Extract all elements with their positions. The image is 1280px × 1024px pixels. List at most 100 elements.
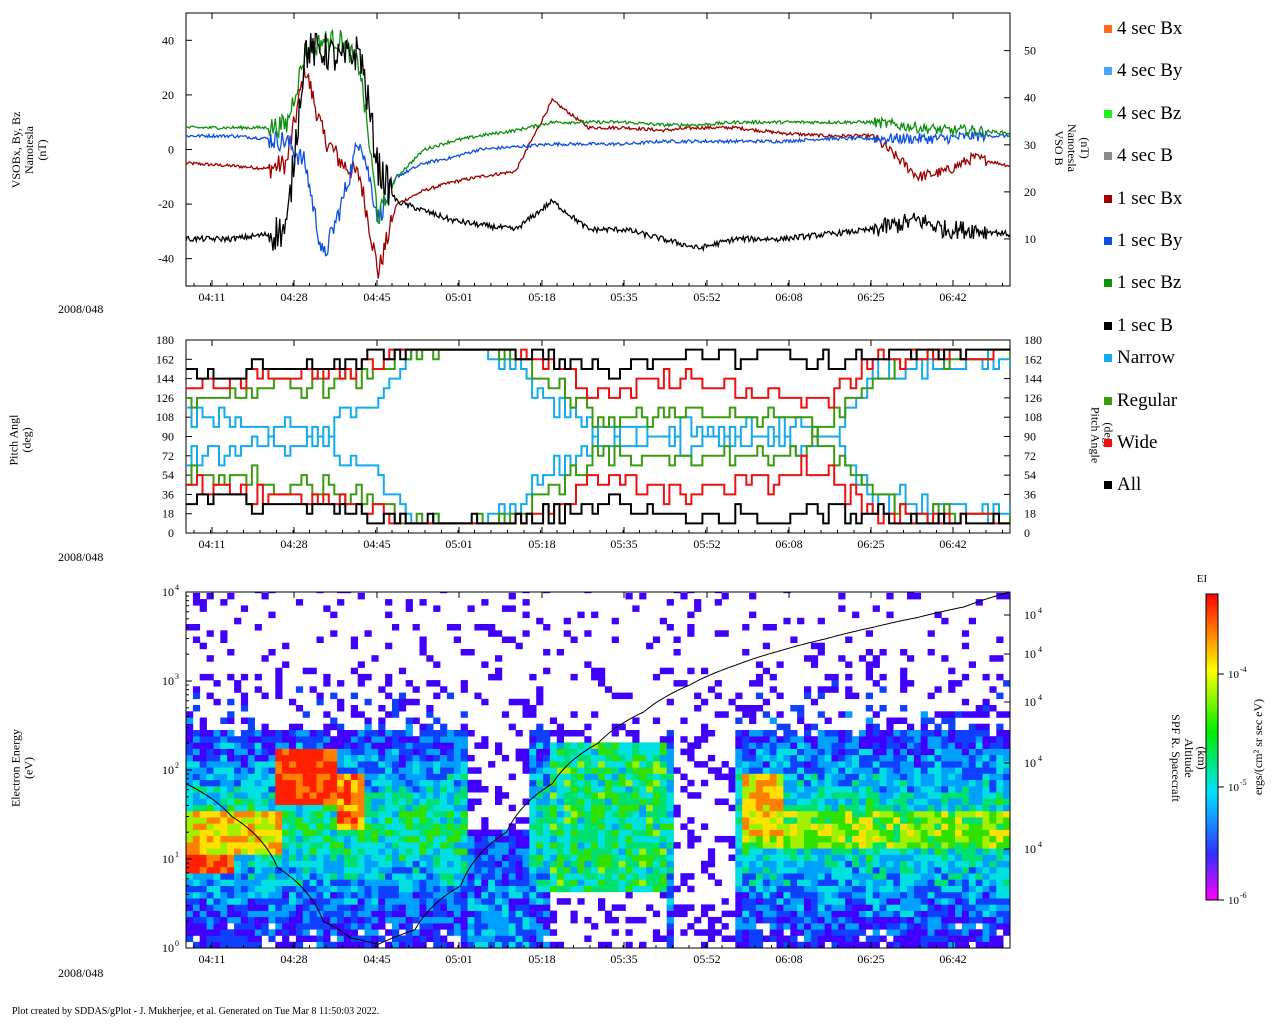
- spec-cell: [817, 736, 825, 743]
- spec-cell: [378, 786, 386, 793]
- spec-cell: [810, 923, 819, 930]
- spec-cell: [714, 835, 722, 843]
- spec-cell: [783, 941, 791, 948]
- spec-cell: [467, 848, 475, 855]
- spec-cell: [515, 848, 523, 855]
- spec-cell: [913, 929, 922, 936]
- spec-cell: [639, 761, 647, 768]
- spec-cell: [776, 798, 784, 805]
- spec-cell: [790, 923, 798, 930]
- spec-cell: [790, 848, 798, 855]
- spec-cell: [790, 916, 798, 924]
- spec-cell: [289, 929, 297, 936]
- spec-cell: [282, 810, 290, 818]
- spec-cell: [769, 935, 777, 942]
- spec-cell: [234, 873, 242, 880]
- spec-cell: [522, 798, 530, 805]
- spec-cell: [220, 630, 228, 637]
- spec-cell: [302, 904, 310, 911]
- spec-cell: [536, 885, 544, 893]
- spec-cell: [392, 848, 400, 855]
- spec-cell: [371, 842, 379, 849]
- spec-cell: [309, 754, 317, 762]
- spec-cell: [227, 804, 235, 812]
- spec-cell: [488, 630, 496, 637]
- spec-cell: [522, 630, 530, 637]
- spec-cell: [783, 867, 791, 874]
- spec-cell: [227, 698, 235, 706]
- spec-cell: [968, 842, 976, 849]
- spec-cell: [522, 611, 530, 619]
- spec-cell: [398, 754, 407, 762]
- spec-cell: [474, 742, 482, 749]
- spec-cell: [419, 804, 427, 812]
- spec-cell: [371, 835, 379, 843]
- spec-cell: [824, 761, 832, 768]
- spec-cell: [213, 767, 221, 774]
- spec-cell: [886, 611, 894, 619]
- spec-cell: [769, 804, 777, 812]
- spec-cell: [646, 754, 654, 762]
- spec-cell: [975, 929, 983, 936]
- b-xtick-label: 05:18: [528, 290, 555, 304]
- spec-cell: [584, 779, 592, 787]
- spec-cell: [440, 723, 448, 731]
- spec-cell: [714, 680, 722, 687]
- spec-cell: [515, 817, 523, 824]
- spec-cell: [852, 867, 860, 874]
- spec-cell: [776, 885, 784, 893]
- spec-cell: [343, 867, 352, 874]
- spec-cell: [398, 736, 407, 743]
- spec-cell: [398, 779, 407, 787]
- spec-cell: [762, 736, 770, 743]
- spec-cell: [385, 761, 393, 768]
- spec-cell: [886, 929, 894, 936]
- spec-cell: [804, 904, 812, 911]
- spec-cell: [426, 767, 434, 774]
- spec-cell: [446, 898, 455, 905]
- spec-cell: [907, 904, 915, 911]
- spec-cell: [893, 923, 901, 930]
- spec-cell: [776, 873, 784, 880]
- spec-cell: [282, 761, 290, 768]
- spec-cell: [392, 792, 400, 799]
- spec-cell: [254, 941, 262, 948]
- spec-cell: [707, 754, 716, 762]
- legend-swatch: [1104, 439, 1112, 447]
- spec-cell: [639, 748, 647, 756]
- spec-cell: [755, 848, 764, 855]
- spec-cell: [652, 910, 661, 918]
- spec-cell: [536, 767, 544, 774]
- spec-cell: [419, 761, 427, 768]
- spec-cell: [467, 910, 475, 918]
- spec-cell: [240, 885, 249, 893]
- spec-cell: [817, 617, 825, 625]
- spec-cell: [268, 916, 276, 924]
- spec-cell: [350, 829, 358, 837]
- spec-cell: [941, 742, 949, 749]
- spec-cell: [446, 829, 455, 837]
- spec-cell: [323, 605, 331, 612]
- spec-cell: [769, 867, 777, 874]
- spec-cell: [213, 867, 221, 874]
- spec-cell: [186, 767, 194, 774]
- spec-cell: [433, 736, 441, 743]
- spec-cell: [192, 823, 201, 830]
- spec-cell: [316, 941, 324, 948]
- spec-cell: [975, 873, 983, 880]
- spec-cell: [213, 904, 221, 911]
- spec-cell: [1003, 891, 1010, 899]
- spec-cell: [762, 786, 770, 793]
- spec-cell: [508, 698, 516, 706]
- spec-cell: [852, 742, 860, 749]
- spec-cell: [412, 935, 420, 942]
- spec-cell: [948, 742, 956, 749]
- spec-cell: [913, 835, 922, 843]
- spec-cell: [234, 810, 242, 818]
- spec-cell: [371, 804, 379, 812]
- spec-cell: [536, 842, 544, 849]
- spec-cell: [955, 810, 963, 818]
- spec-cell: [529, 754, 537, 762]
- spec-cell: [515, 748, 523, 756]
- spec-cell: [845, 935, 853, 942]
